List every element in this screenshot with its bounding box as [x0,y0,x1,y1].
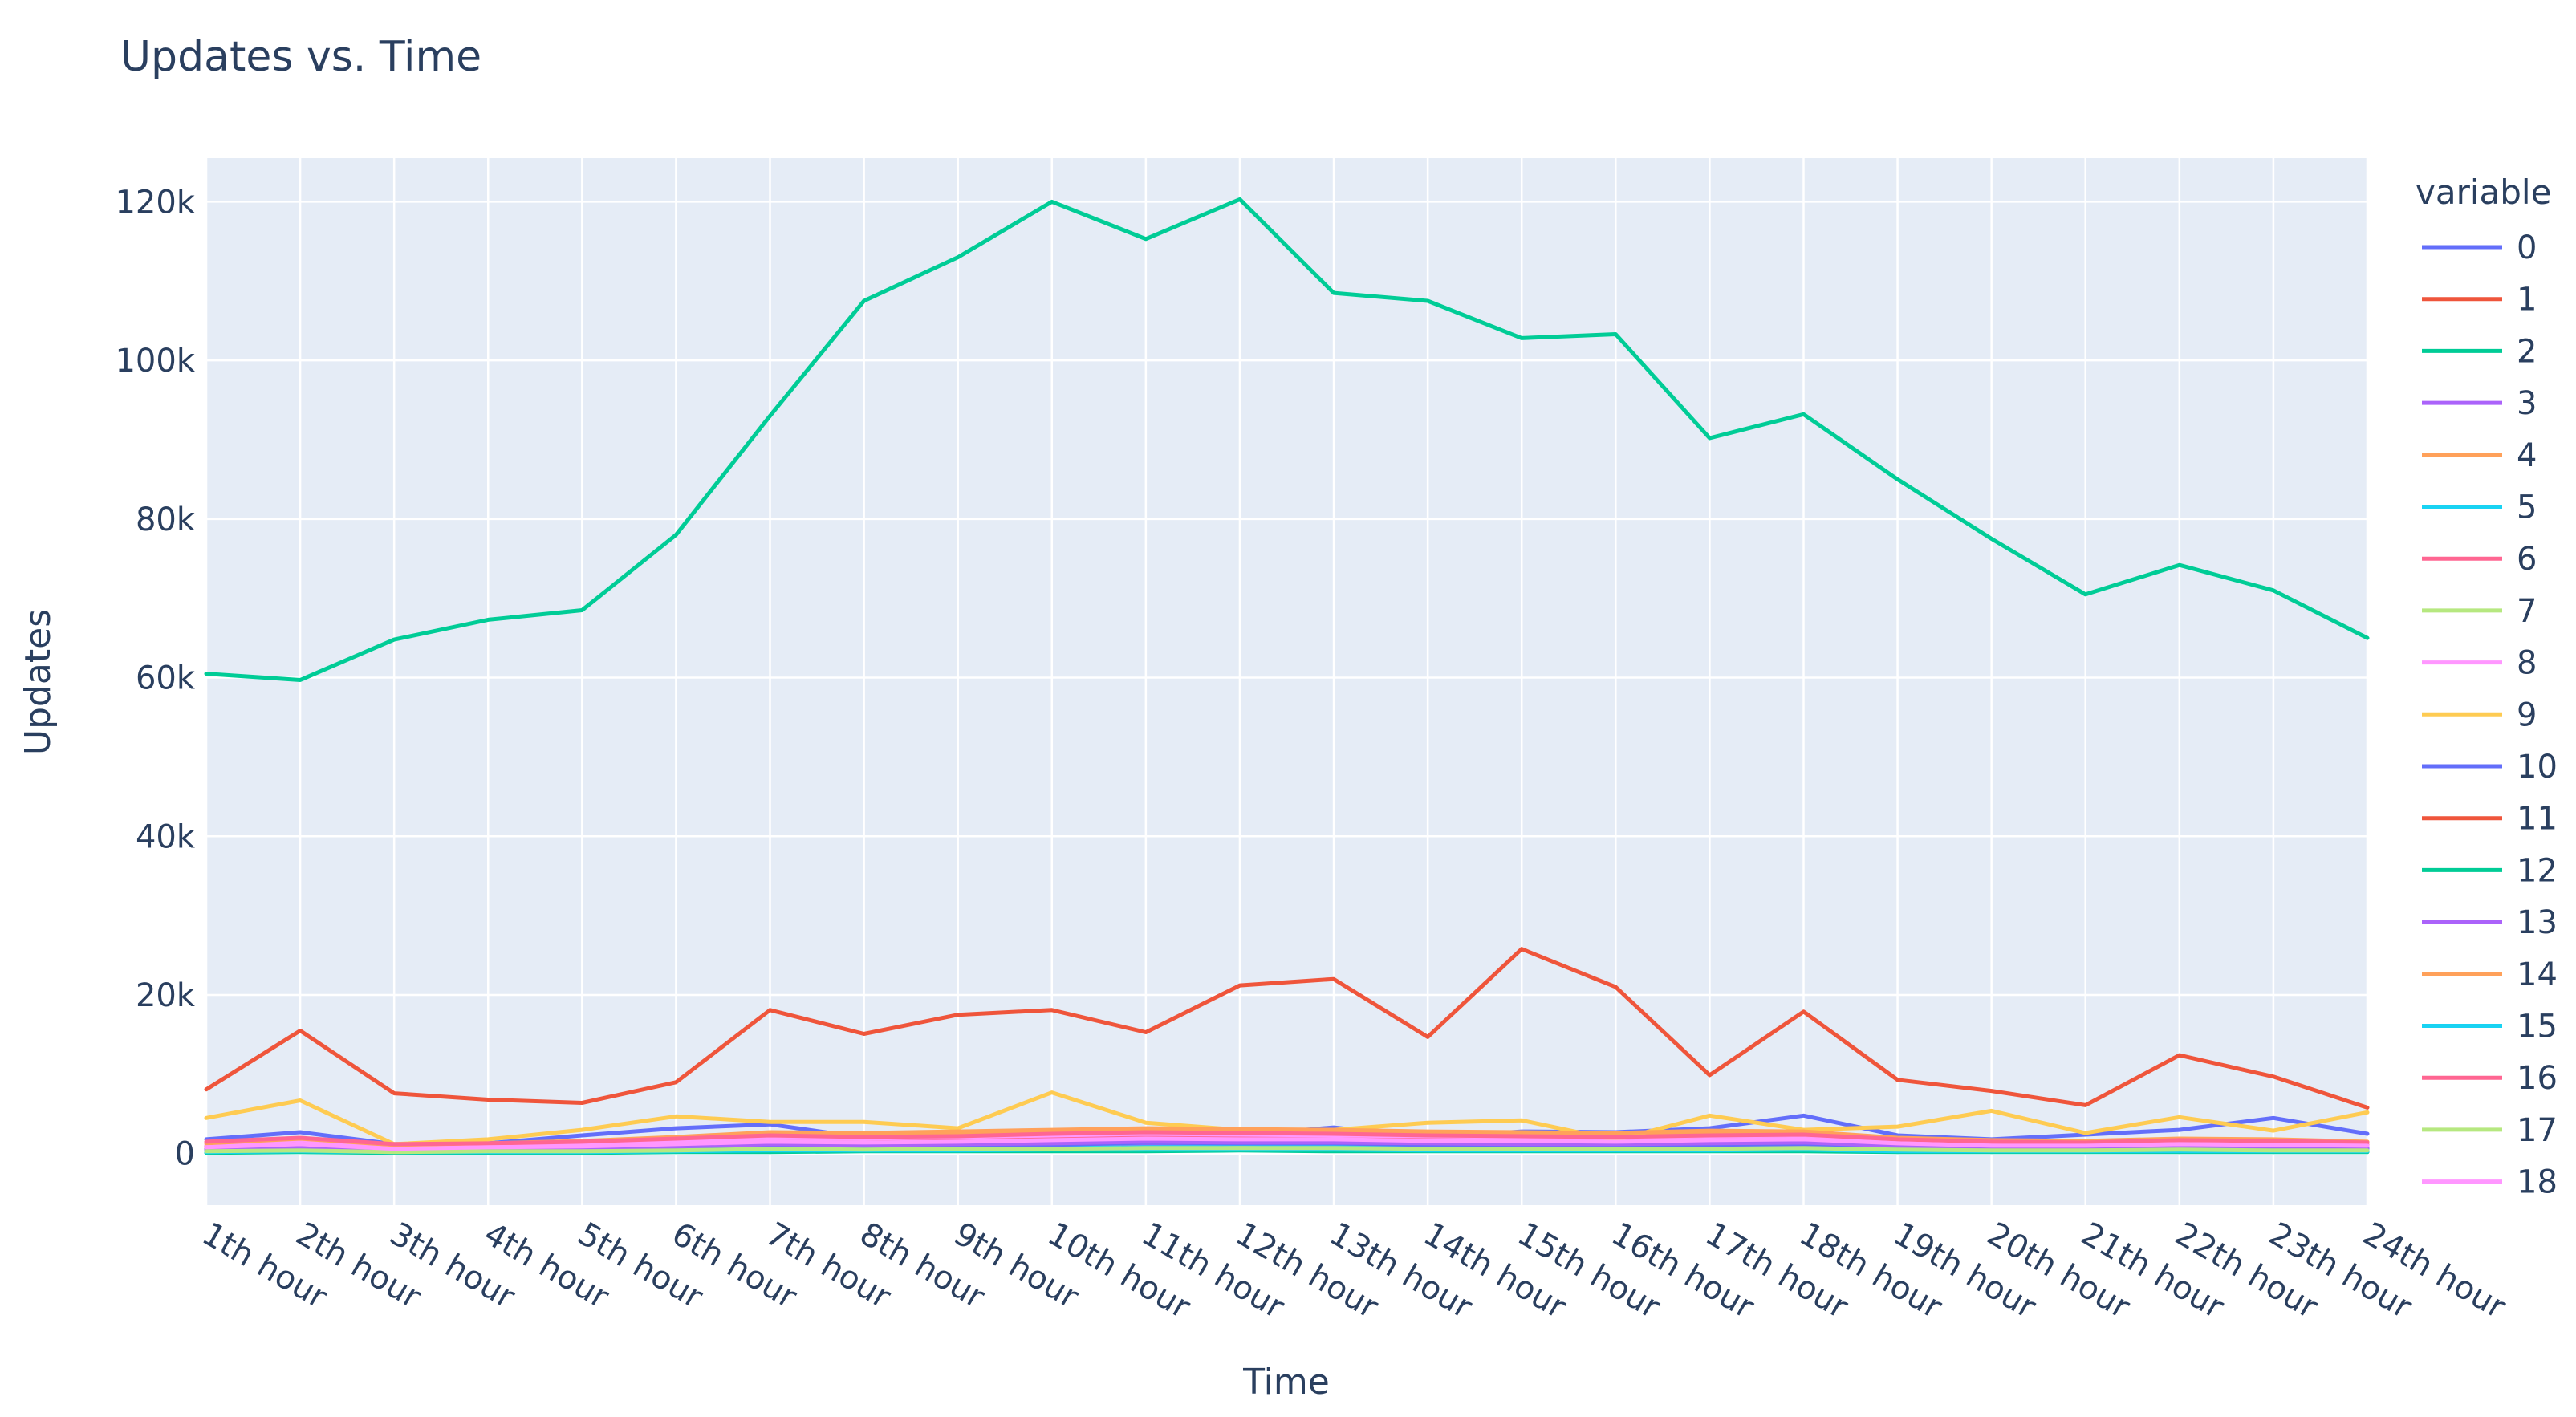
legend-label: 18 [2517,1164,2558,1201]
series-line-18[interactable] [204,1136,2370,1151]
legend-item-18[interactable]: 18 [2422,1164,2558,1201]
y-tick-label: 100k [115,343,195,380]
legend-item-16[interactable]: 16 [2422,1060,2558,1097]
legend-item-6[interactable]: 6 [2422,541,2537,578]
legend-label: 11 [2517,801,2558,838]
y-axis-title: Updates [18,609,59,755]
legend-label: 7 [2517,593,2537,630]
legend-item-3[interactable]: 3 [2422,385,2537,422]
legend-label: 5 [2517,489,2537,526]
legend-label: 6 [2517,541,2537,578]
legend-item-14[interactable]: 14 [2422,956,2558,993]
legend-label: 1 [2517,282,2537,319]
legend-item-9[interactable]: 9 [2422,696,2537,733]
x-axis-title: Time [1242,1362,1330,1403]
y-tick-label: 0 [175,1136,195,1173]
legend-item-5[interactable]: 5 [2422,489,2537,526]
series-line-17[interactable] [204,1146,2370,1155]
legend-label: 15 [2517,1009,2558,1045]
series-layer[interactable] [204,197,2370,1155]
legend-item-1[interactable]: 1 [2422,282,2537,319]
legend-label: 9 [2517,696,2537,733]
legend-label: 13 [2517,904,2558,941]
legend-item-11[interactable]: 11 [2422,801,2558,838]
legend-item-8[interactable]: 8 [2422,645,2537,682]
legend-item-15[interactable]: 15 [2422,1009,2558,1045]
legend-label: 16 [2517,1060,2558,1097]
legend-item-7[interactable]: 7 [2422,593,2537,630]
chart-title: Updates vs. Time [120,33,481,81]
legend-label: 0 [2517,229,2537,266]
legend-label: 3 [2517,385,2537,422]
legend-label: 8 [2517,645,2537,682]
series-line-11[interactable] [204,947,2370,1110]
legend-label: 2 [2517,333,2537,370]
series-line-2[interactable] [204,197,2370,682]
legend-item-2[interactable]: 2 [2422,333,2537,370]
grid-layer [205,158,2369,1205]
y-tick-label: 60k [136,660,196,697]
y-tick-label: 80k [136,501,196,538]
series-line-16[interactable] [204,1130,2370,1147]
legend-item-17[interactable]: 17 [2422,1112,2558,1149]
y-tick-label: 20k [136,977,196,1014]
legend-label: 12 [2517,852,2558,889]
legend-label: 14 [2517,956,2558,993]
legend-item-0[interactable]: 0 [2422,229,2537,266]
legend-label: 10 [2517,749,2558,786]
legend-title: variable [2416,173,2551,212]
legend-item-12[interactable]: 12 [2422,852,2558,889]
y-tick-label: 40k [136,818,196,855]
plot-background [206,158,2367,1205]
legend-item-10[interactable]: 10 [2422,749,2558,786]
legend-item-4[interactable]: 4 [2422,437,2537,474]
legend-label: 4 [2517,437,2537,474]
legend-label: 17 [2517,1112,2558,1149]
legend-item-13[interactable]: 13 [2422,904,2558,941]
y-tick-label: 120k [115,184,195,221]
